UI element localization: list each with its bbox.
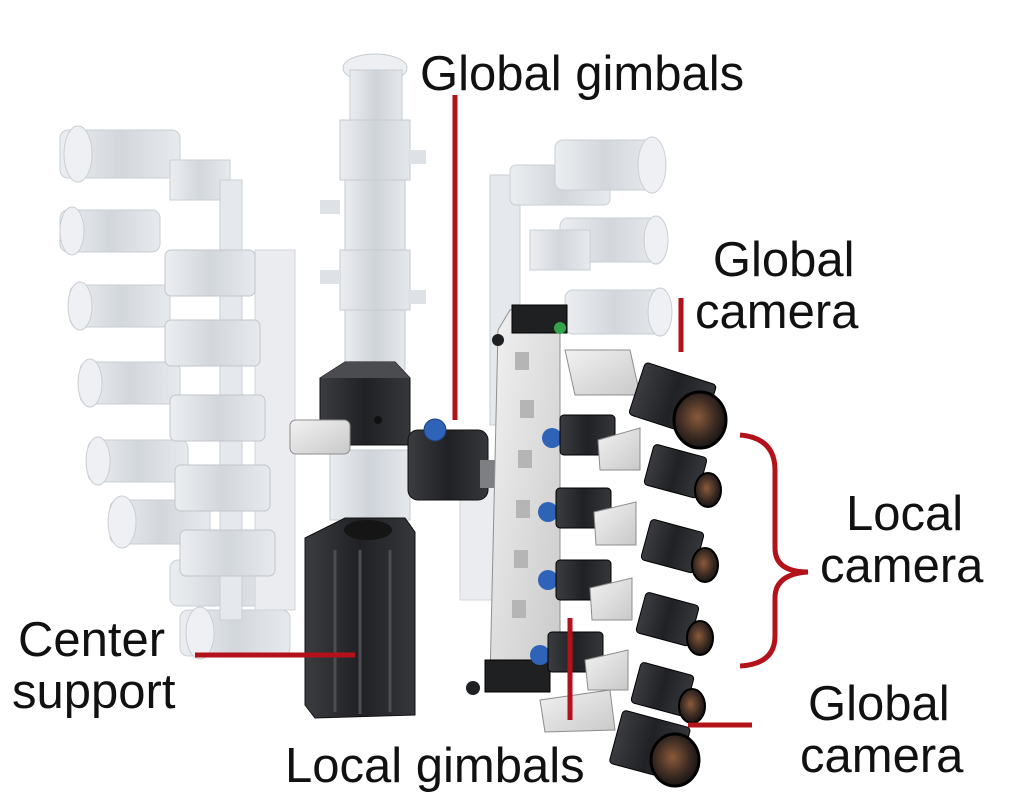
label-global-camera-top-line1: Global bbox=[695, 234, 858, 286]
label-local-camera: Local camera bbox=[820, 488, 983, 592]
label-center-support-line1: Center bbox=[12, 614, 175, 666]
label-local-camera-line1: Local bbox=[820, 488, 983, 540]
global-gimbal-unit bbox=[408, 419, 500, 500]
ghost-right-arm bbox=[460, 137, 672, 600]
label-global-gimbals: Global gimbals bbox=[420, 48, 744, 100]
label-local-gimbals: Local gimbals bbox=[285, 740, 585, 792]
label-local-camera-line2: camera bbox=[820, 540, 983, 592]
label-global-camera-top-line2: camera bbox=[695, 286, 858, 338]
center-hub bbox=[290, 362, 410, 454]
label-global-camera-bottom: Global camera bbox=[800, 678, 963, 782]
label-global-camera-top: Global camera bbox=[695, 234, 858, 338]
label-global-camera-bottom-line2: camera bbox=[800, 730, 963, 782]
center-support-block bbox=[305, 518, 415, 718]
label-center-support: Center support bbox=[12, 614, 175, 718]
bracket-local-camera bbox=[740, 435, 808, 666]
label-global-camera-bottom-line1: Global bbox=[800, 678, 963, 730]
ghost-left-arm bbox=[60, 126, 295, 659]
label-center-support-line2: support bbox=[12, 666, 175, 718]
